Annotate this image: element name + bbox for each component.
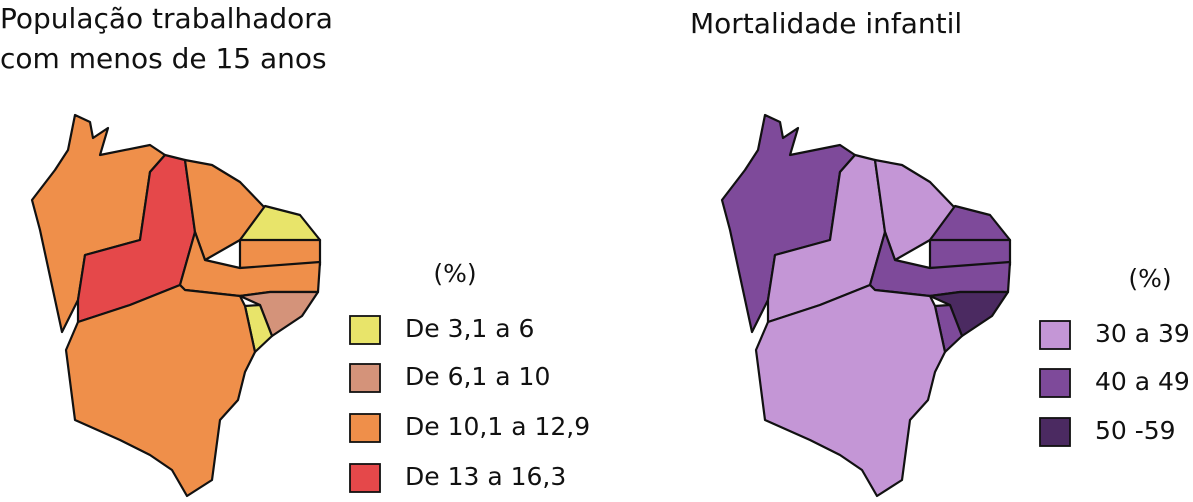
state-region (64, 283, 257, 498)
legend-label: 30 a 39 (1095, 319, 1190, 348)
map-title: Mortalidade infantil (690, 7, 962, 40)
legend-swatch (349, 463, 381, 493)
legend-swatch (1039, 320, 1071, 350)
legend-label: De 3,1 a 6 (405, 314, 534, 343)
map-title: com menos de 15 anos (0, 42, 327, 75)
map-title: População trabalhadora (0, 2, 333, 35)
legend-title: (%) (1128, 264, 1171, 293)
legend-swatch (1039, 368, 1071, 398)
legend-label: 40 a 49 (1095, 367, 1190, 396)
legend-swatch (349, 363, 381, 393)
legend-label: De 13 a 16,3 (405, 462, 566, 491)
legend-label: De 10,1 a 12,9 (405, 412, 590, 441)
legend-label: De 6,1 a 10 (405, 362, 550, 391)
legend-swatch (349, 413, 381, 443)
legend-title: (%) (433, 259, 476, 288)
legend-swatch (349, 315, 381, 345)
legend-swatch (1039, 417, 1071, 447)
state-region (754, 283, 947, 498)
legend-label: 50 -59 (1095, 416, 1176, 445)
